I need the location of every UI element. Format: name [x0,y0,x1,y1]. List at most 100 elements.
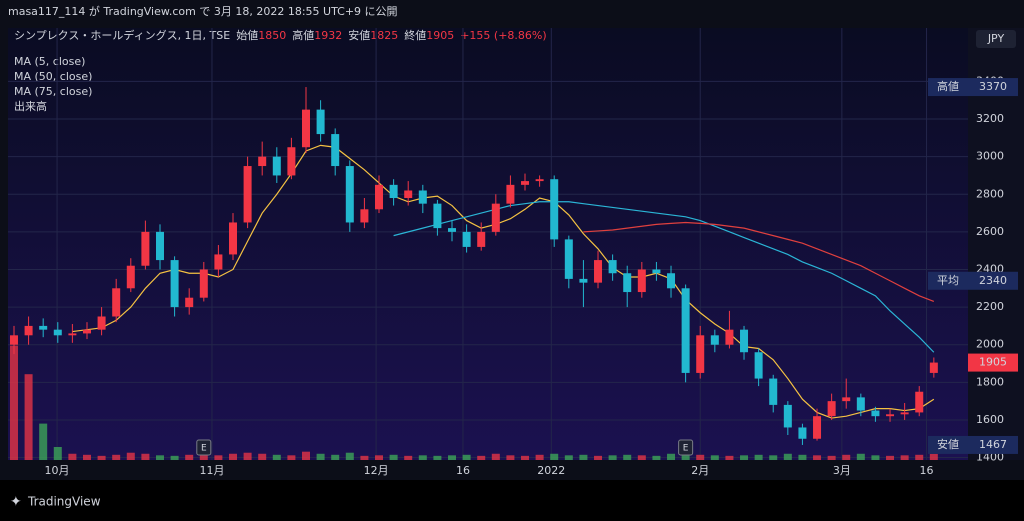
candle-body [696,335,705,373]
footer [0,480,1024,517]
x-tick-label: 16 [456,464,470,477]
last-price-box [968,353,1018,372]
volume-bar [462,454,471,460]
x-tick-label: 12月 [364,464,389,477]
event-label: E [201,444,207,454]
volume-bar [623,454,632,460]
volume-bar [9,345,18,460]
candle-body [886,414,895,417]
volume-bar [813,455,822,460]
volume-bar [871,455,880,460]
volume-bar [783,453,792,460]
candle-body [667,273,676,289]
y-tick-label: 2600 [976,225,1004,238]
volume-bar [681,451,690,460]
volume-bar [316,453,325,460]
candle-body [302,109,311,148]
x-tick-label: 16 [920,464,934,477]
brand-logo: ✦ [10,494,22,510]
volume-bar [418,455,427,460]
volume-bar [521,455,530,460]
y-tick-label: 3200 [976,112,1004,125]
candle-body [199,269,208,298]
volume-bar [448,455,457,460]
volume-bar [214,455,223,460]
volume-bar [82,454,91,460]
volume-bar [579,454,588,460]
candle-body [97,316,106,330]
candle-body [564,239,573,279]
price-tag-label: 高値 [937,79,959,93]
legend-ma5: MA (5, close) [14,55,85,68]
volume-bar [506,455,515,460]
y-tick-label: 2000 [976,338,1004,351]
symbol: シンプレクス・ホールディングス, 1日, TSE [14,28,230,42]
volume-bar [126,452,135,460]
volume-bar [39,423,48,460]
candle-body [900,412,909,415]
candle-body [915,391,924,413]
y-tick-label: 3000 [976,150,1004,163]
candle-body [185,297,194,308]
price-tag-label: 安値 [937,437,959,451]
volume-bar [53,447,62,460]
candle-body [725,329,734,345]
candle-body [82,329,91,334]
candle-body [112,288,121,317]
ohlc-label: 始値 [236,28,258,42]
volume-bar [68,453,77,460]
candle-body [404,190,413,199]
volume-bar [24,374,33,460]
volume-bar [97,455,106,460]
volume-bar [725,455,734,460]
legend-ma75: MA (75, close) [14,85,92,98]
x-tick-label: 2022 [537,464,565,477]
ohlc-value: 1850 [258,29,286,42]
volume-bar [798,454,807,460]
volume-bar [667,453,676,460]
candle-body [389,184,398,199]
y-tick-label: 2200 [976,300,1004,313]
volume-bar [652,455,661,460]
price-tag-value: 1467 [979,438,1007,451]
candle-body [9,335,18,345]
candle-body [287,147,296,176]
volume-bar [170,455,179,460]
ma-line [583,221,935,303]
x-tick-label: 2月 [691,464,709,477]
candle-body [842,397,851,402]
volume-bar [375,455,384,460]
candle-body [623,273,632,293]
ohlc-value: 1905 [426,29,454,42]
currency-box[interactable] [976,30,1016,48]
candle-body [433,203,442,229]
volume-bar [389,454,398,460]
legend-volume: 出来高 [14,99,47,113]
ohlc-value: 1825 [370,29,398,42]
candle-body [783,404,792,428]
candle-body [418,190,427,204]
price-tag-box [968,271,1018,290]
ohlc-label: 終値 [404,28,426,42]
volume-bar [199,454,208,460]
candle-body [871,410,880,417]
candle-body [39,325,48,330]
candle-body [929,362,938,373]
volume-bar [535,454,544,460]
candle-body [521,181,530,185]
ohlc-label: 高値 [292,28,314,42]
currency[interactable]: JPY [987,32,1005,45]
volume-bar [827,455,836,460]
volume-bar [929,453,938,460]
candle-body [637,269,646,293]
volume-bar [769,455,778,460]
candle-body [258,156,267,167]
candle-body [798,427,807,439]
ohlc-value: 1932 [314,29,342,42]
candle-body [477,231,486,247]
candle-body [53,329,62,336]
volume-bar [900,455,909,460]
candle-body [813,416,822,439]
candle-body [652,269,661,274]
